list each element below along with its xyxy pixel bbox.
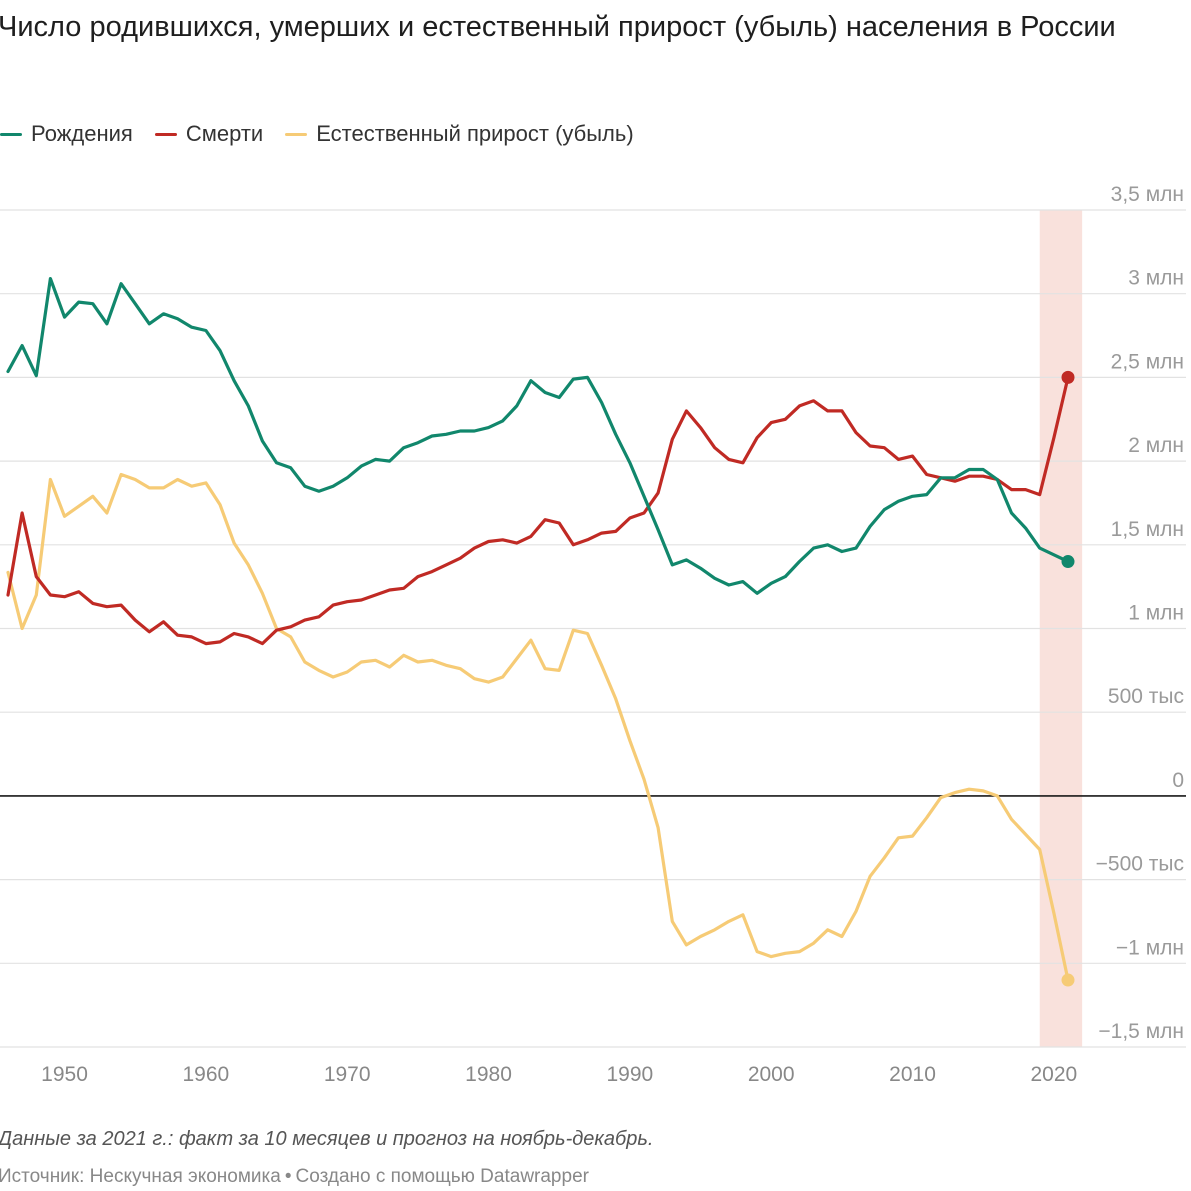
source-separator: • (284, 1166, 292, 1187)
y-tick-label: 2 млн (1128, 434, 1184, 457)
deaths-endpoint-dot (1061, 370, 1075, 384)
y-tick-label: 1,5 млн (1111, 518, 1184, 541)
legend-label-births: Рождения (31, 121, 133, 146)
legend: Рождения Смерти Естественный прирост (уб… (0, 117, 656, 151)
y-tick-label: 2,5 млн (1111, 350, 1184, 373)
legend-swatch-natural-growth (285, 132, 308, 136)
y-tick-label: 0 (1172, 769, 1184, 792)
y-tick-label: −500 тыс (1096, 853, 1184, 876)
legend-label-deaths: Смерти (185, 121, 264, 146)
series-lines (6, 276, 1075, 987)
legend-item-births: Рождения (0, 121, 133, 147)
y-tick-label: 3 млн (1128, 267, 1184, 290)
footnote: Данные за 2021 г.: факт за 10 месяцев и … (0, 1128, 654, 1150)
x-tick-label: 2020 (1031, 1063, 1078, 1086)
x-tick-label: 1970 (324, 1063, 371, 1086)
legend-item-natural-growth: Естественный прирост (убыль) (285, 121, 634, 147)
x-tick-label: 1980 (465, 1063, 512, 1086)
gridlines (0, 209, 1186, 1048)
x-tick-label: 2010 (889, 1063, 936, 1086)
chart-title: Число родившихся, умерших и естественный… (0, 11, 1116, 43)
natural-growth-endpoint-dot (1061, 973, 1075, 987)
x-tick-label: 1960 (183, 1063, 230, 1086)
legend-swatch-deaths (154, 132, 177, 136)
births-endpoint-dot (1061, 555, 1075, 569)
x-axis-ticks: 1950 1960 1970 1980 1990 2000 2010 2020 (41, 1063, 1077, 1086)
legend-label-natural-growth: Естественный прирост (убыль) (316, 121, 634, 146)
y-tick-label: 1 млн (1128, 602, 1184, 625)
y-tick-label: 3,5 млн (1111, 183, 1184, 206)
line-chart: 3,5 млн 3 млн 2,5 млн 2 млн 1,5 млн 1 млн 500 … (0, 183, 1186, 1086)
deaths-line (6, 375, 1070, 646)
source-line: Источник: Нескучная экономика • Создано с … (0, 1166, 589, 1188)
natural-growth-line (6, 472, 1070, 982)
x-tick-label: 1990 (607, 1063, 654, 1086)
births-line (6, 276, 1070, 595)
legend-swatch-births (0, 132, 22, 136)
legend-item-deaths: Смерти (154, 121, 264, 147)
source-credit: Создано с помощью Datawrapper (295, 1166, 589, 1187)
y-tick-label: 500 тыс (1108, 685, 1184, 708)
source-text: Источник: Нескучная экономика (0, 1166, 281, 1187)
y-axis-ticks: 3,5 млн 3 млн 2,5 млн 2 млн 1,5 млн 1 млн 500 … (1096, 183, 1184, 1043)
y-tick-label: −1 млн (1116, 936, 1184, 959)
x-tick-label: 2000 (748, 1063, 795, 1086)
x-tick-label: 1950 (41, 1063, 88, 1086)
y-tick-label: −1,5 млн (1098, 1020, 1184, 1043)
